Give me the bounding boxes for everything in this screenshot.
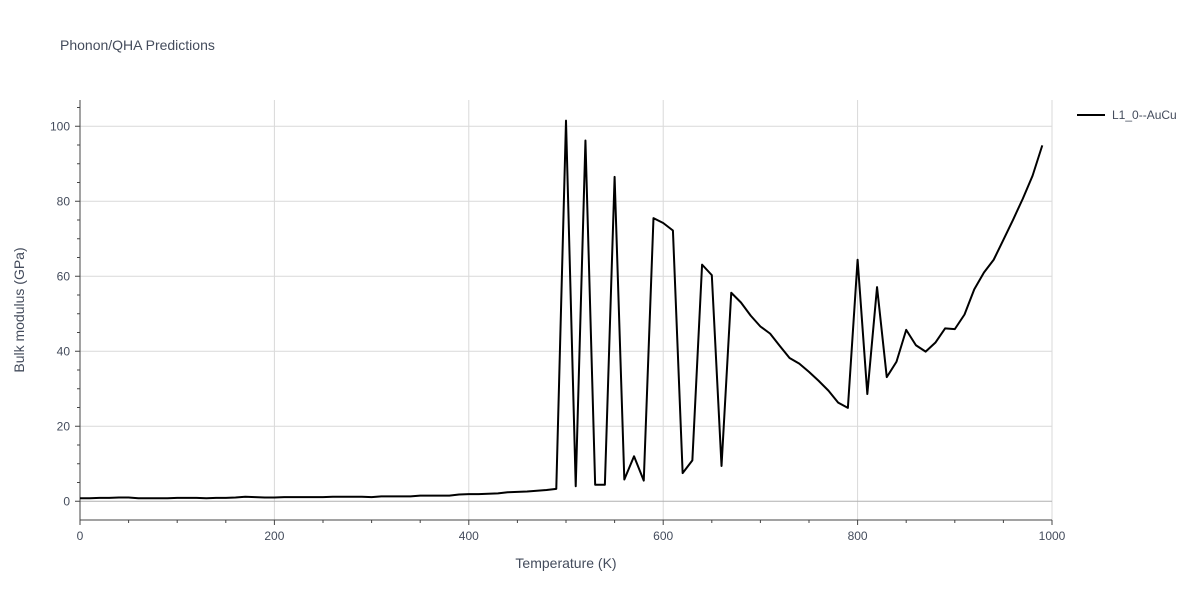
- y-axis-title: Bulk modulus (GPa): [11, 247, 27, 372]
- y-tick-label: 40: [57, 344, 71, 358]
- legend-label: L1_0--AuCu: [1112, 108, 1177, 122]
- y-tick-label: 100: [50, 119, 70, 133]
- x-tick-label: 200: [264, 529, 284, 543]
- y-tick-label: 80: [57, 194, 71, 208]
- grid: [80, 100, 1053, 520]
- x-tick-label: 800: [848, 529, 868, 543]
- series-layer: [80, 119, 1044, 500]
- chart-title: Phonon/QHA Predictions: [60, 37, 215, 53]
- series-line: [80, 119, 1044, 500]
- x-tick-label: 400: [459, 529, 479, 543]
- legend: L1_0--AuCu: [1077, 108, 1177, 122]
- x-tick-label: 600: [653, 529, 673, 543]
- x-axis-title: Temperature (K): [515, 555, 616, 571]
- axes: [75, 100, 1053, 525]
- x-tick-label: 1000: [1039, 529, 1066, 543]
- y-tick-label: 0: [63, 494, 70, 508]
- tick-labels: 0 200 400 600 800 1000 0 20 40 60 80 100: [50, 119, 1066, 543]
- y-tick-label: 20: [57, 419, 71, 433]
- y-tick-label: 60: [57, 269, 71, 283]
- x-tick-label: 0: [77, 529, 84, 543]
